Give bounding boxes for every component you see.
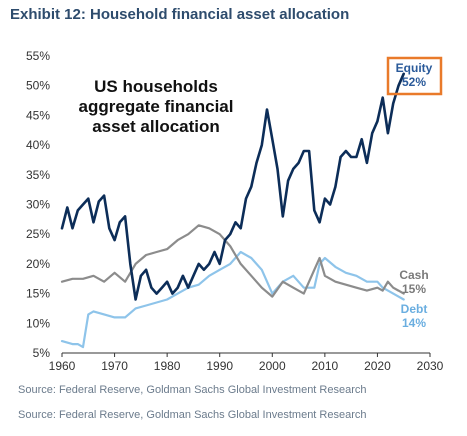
annotation-equity-value: 52% xyxy=(402,75,426,89)
x-tick-label: 1960 xyxy=(49,359,76,373)
y-tick-label: 20% xyxy=(26,257,50,271)
y-tick-label: 30% xyxy=(26,198,50,212)
x-tick-label: 2000 xyxy=(259,359,286,373)
x-tick-label: 2030 xyxy=(417,359,444,373)
series-lines xyxy=(60,72,405,349)
annotation-debt-name: Debt xyxy=(401,302,428,316)
y-axis-labels: 5% 10% 15% 20% 25% 30% 35% 40% 45% 50% 55% xyxy=(26,49,50,360)
x-tick-label: 2010 xyxy=(312,359,339,373)
source-note: Source: Federal Reserve, Goldman Sachs G… xyxy=(18,384,367,396)
chart-title-line: aggregate financial xyxy=(79,97,234,116)
y-tick-label: 25% xyxy=(26,227,50,241)
chart-title-line: US households xyxy=(94,77,218,96)
equity-highlight-box xyxy=(386,56,443,96)
series-line-debt xyxy=(60,250,405,349)
y-tick-label: 10% xyxy=(26,316,50,330)
annotation-cash-value: 15% xyxy=(402,282,426,296)
x-tick-label: 1970 xyxy=(101,359,128,373)
y-tick-label: 40% xyxy=(26,138,50,152)
annotation-debt-value: 14% xyxy=(402,316,426,330)
x-tick-label: 1990 xyxy=(206,359,233,373)
y-tick-label: 55% xyxy=(26,49,50,63)
y-tick-label: 50% xyxy=(26,79,50,93)
x-axis-ticks xyxy=(61,353,431,357)
y-tick-label: 5% xyxy=(33,346,51,360)
annotation-equity-name: Equity xyxy=(396,61,433,75)
source-note-duplicate: Source: Federal Reserve, Goldman Sachs G… xyxy=(18,409,367,421)
x-tick-label: 2020 xyxy=(364,359,391,373)
y-tick-label: 45% xyxy=(26,108,50,122)
annotation-cash-name: Cash xyxy=(399,268,428,282)
chart-title-line: asset allocation xyxy=(92,117,220,136)
y-tick-label: 35% xyxy=(26,168,50,182)
series-line-cash xyxy=(60,224,405,298)
x-tick-label: 1980 xyxy=(154,359,181,373)
series-line-equity xyxy=(60,72,405,301)
x-axis-labels: 1960 1970 1980 1990 2000 2010 2020 2030 xyxy=(49,359,444,373)
exhibit-title: Exhibit 12: Household financial asset al… xyxy=(10,6,350,23)
y-tick-label: 15% xyxy=(26,287,50,301)
